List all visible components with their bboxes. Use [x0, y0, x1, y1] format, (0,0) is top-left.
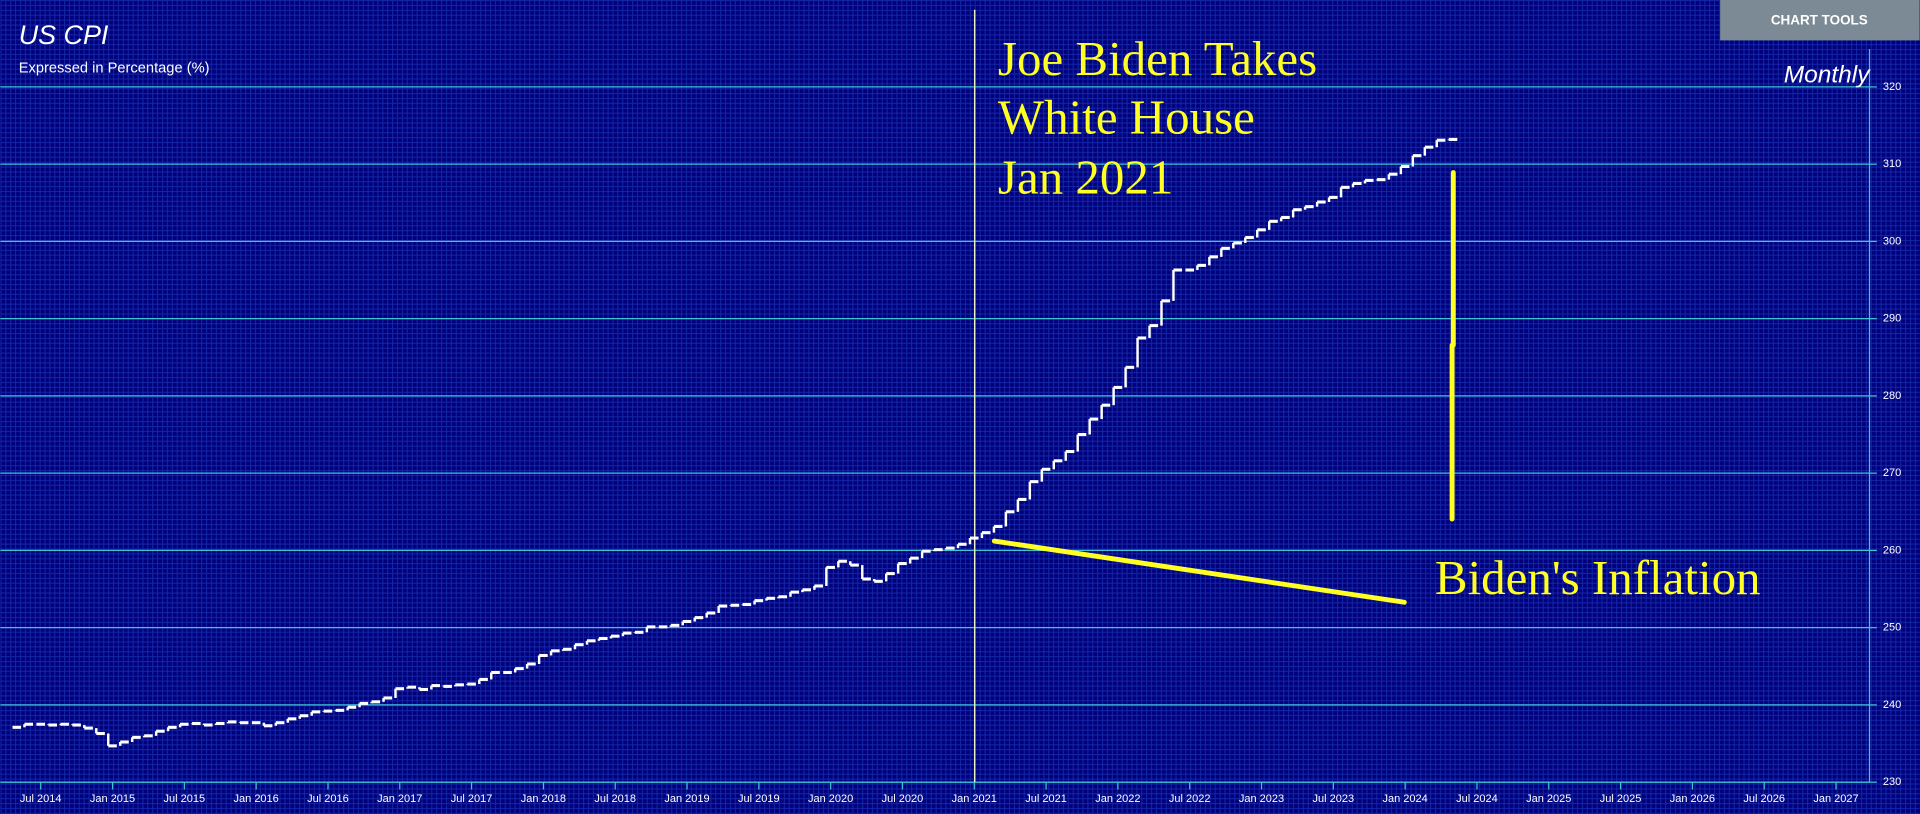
- x-tick-label: Jul 2021: [1025, 793, 1067, 805]
- annotation-line: Biden's Inflation: [1435, 550, 1761, 605]
- series: [12, 137, 1458, 748]
- y-tick-label: 290: [1883, 313, 1901, 325]
- chart-title: US CPI: [19, 20, 109, 50]
- x-tick-label: Jan 2020: [808, 793, 853, 805]
- chart-tools-button[interactable]: CHART TOOLS: [1720, 0, 1920, 41]
- x-tick-label: Jul 2015: [164, 793, 206, 805]
- x-tick-label: Jan 2025: [1526, 793, 1571, 805]
- x-tick-label: Jul 2020: [882, 793, 924, 805]
- x-tick-label: Jul 2016: [307, 793, 349, 805]
- x-tick-label: Jul 2018: [594, 793, 636, 805]
- x-tick-label: Jul 2023: [1313, 793, 1355, 805]
- x-tick-label: Jul 2024: [1456, 793, 1498, 805]
- annotation-line: Jan 2021: [998, 150, 1173, 205]
- y-tick-label: 310: [1883, 158, 1901, 170]
- annotation-line: White House: [998, 90, 1255, 145]
- x-tick-label: Jan 2018: [521, 793, 566, 805]
- grid: 230 240 250 260 270 280 290 300 310 320 Jul 2014 Ja…: [0, 81, 1901, 805]
- x-tick-label: Jul 2022: [1169, 793, 1211, 805]
- x-tick-label: Jul 2025: [1600, 793, 1642, 805]
- x-tick-label: Jan 2016: [234, 793, 279, 805]
- annotation-slash: [991, 538, 1407, 605]
- x-tick-label: Jan 2022: [1095, 793, 1140, 805]
- y-tick-label: 230: [1883, 776, 1901, 788]
- x-tick-label: Jan 2023: [1239, 793, 1284, 805]
- x-tick-label: Jan 2015: [90, 793, 135, 805]
- x-tick-label: Jan 2019: [664, 793, 709, 805]
- x-tick-label: Jan 2024: [1383, 793, 1428, 805]
- x-tick-label: Jul 2026: [1743, 793, 1785, 805]
- x-tick-label: Jul 2014: [20, 793, 62, 805]
- y-tick-label: 300: [1883, 235, 1901, 247]
- y-tick-label: 260: [1883, 544, 1901, 556]
- chart-subtitle: Expressed in Percentage (%): [19, 60, 210, 76]
- y-tick-label: 250: [1883, 622, 1901, 634]
- y-tick-label: 280: [1883, 390, 1901, 402]
- y-tick-label: 240: [1883, 699, 1901, 711]
- x-tick-label: Jan 2026: [1670, 793, 1715, 805]
- frequency-label: Monthly: [1784, 61, 1871, 88]
- x-tick-label: Jul 2019: [738, 793, 780, 805]
- x-tick-label: Jul 2017: [451, 793, 493, 805]
- annotation-line: Joe Biden Takes: [998, 31, 1317, 86]
- button-background[interactable]: [1720, 0, 1920, 41]
- y-tick-label: 270: [1883, 467, 1901, 479]
- x-tick-label: Jan 2027: [1813, 793, 1858, 805]
- x-tick-label: Jan 2021: [952, 793, 997, 805]
- y-tick-label: 320: [1883, 81, 1901, 93]
- button-label[interactable]: CHART TOOLS: [1771, 12, 1868, 27]
- x-tick-label: Jan 2017: [377, 793, 422, 805]
- annotation-bar: [1449, 170, 1456, 522]
